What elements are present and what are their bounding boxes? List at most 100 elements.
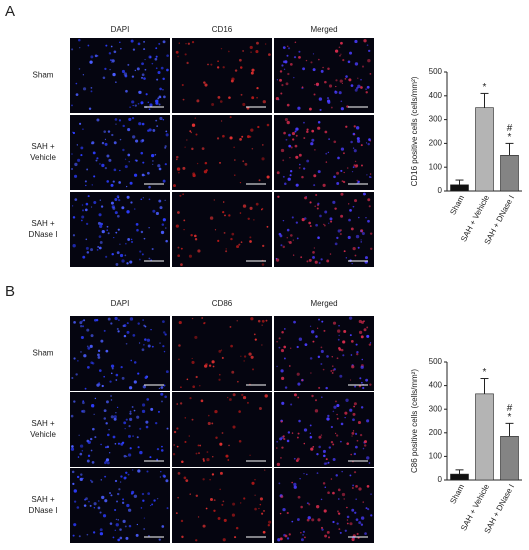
cell-signal xyxy=(255,50,259,54)
cell-signal xyxy=(100,222,103,226)
cell-signal xyxy=(366,326,369,329)
bar xyxy=(475,107,494,192)
cell-signal xyxy=(126,330,130,334)
cell-signal xyxy=(317,236,320,239)
cell-signal xyxy=(352,418,355,422)
cell-signal xyxy=(340,348,344,352)
cell-signal xyxy=(211,473,215,476)
cell-signal xyxy=(213,509,216,512)
cell-signal xyxy=(97,245,100,248)
cell-signal xyxy=(254,478,256,481)
cell-signal xyxy=(141,76,143,79)
cell-signal xyxy=(302,533,304,536)
cell-signal xyxy=(157,97,160,100)
cell-signal xyxy=(303,442,306,445)
cell-signal xyxy=(201,147,205,151)
cell-signal xyxy=(127,128,131,132)
cell-signal xyxy=(365,216,367,219)
cell-signal xyxy=(362,447,365,450)
cell-signal xyxy=(177,496,179,499)
cell-signal xyxy=(142,403,146,407)
cell-signal xyxy=(158,103,161,106)
cell-signal xyxy=(116,251,120,255)
cell-signal xyxy=(151,153,155,158)
cell-signal xyxy=(119,243,121,245)
cell-signal xyxy=(137,469,141,473)
cell-signal xyxy=(251,68,255,72)
cell-signal xyxy=(295,155,299,159)
cell-signal xyxy=(355,498,357,501)
cell-signal xyxy=(240,355,242,357)
cell-signal xyxy=(281,446,284,449)
cell-signal xyxy=(159,476,161,478)
micrograph-signal xyxy=(71,195,168,266)
cell-signal xyxy=(100,339,104,343)
cell-signal xyxy=(267,524,271,527)
cell-signal xyxy=(93,413,95,415)
cell-signal xyxy=(318,262,321,265)
cell-signal xyxy=(283,68,286,70)
cell-signal xyxy=(146,398,150,401)
cell-signal xyxy=(140,198,143,201)
cell-signal xyxy=(331,372,334,374)
cell-signal xyxy=(254,507,257,511)
cell-signal xyxy=(351,508,355,512)
cell-signal xyxy=(110,201,114,205)
cell-signal xyxy=(130,240,134,244)
cell-signal xyxy=(349,51,353,55)
cell-signal xyxy=(135,222,139,226)
cell-signal xyxy=(97,506,101,510)
cell-signal xyxy=(284,118,288,122)
cell-signal xyxy=(346,515,350,519)
cell-signal xyxy=(127,453,132,457)
cell-signal xyxy=(335,85,337,88)
cell-signal xyxy=(349,379,352,381)
cell-signal xyxy=(345,75,348,78)
cell-signal xyxy=(159,116,163,121)
cell-signal xyxy=(337,338,340,341)
micrograph xyxy=(172,392,272,467)
cell-signal xyxy=(367,219,370,223)
cell-signal xyxy=(198,452,200,454)
cell-signal xyxy=(129,260,133,264)
cell-signal xyxy=(280,92,283,95)
cell-signal xyxy=(92,151,96,155)
cell-signal xyxy=(312,255,315,259)
cell-signal xyxy=(104,167,108,170)
cell-signal xyxy=(354,254,357,257)
cell-signal xyxy=(275,258,280,262)
cell-signal xyxy=(256,87,259,90)
cell-signal xyxy=(86,533,89,536)
cell-signal xyxy=(279,70,283,73)
cell-signal xyxy=(131,100,135,104)
y-tick-label: 400 xyxy=(429,381,443,390)
cell-signal xyxy=(176,403,178,405)
y-tick-label: 500 xyxy=(429,67,443,76)
cell-signal xyxy=(96,157,99,160)
cell-signal xyxy=(116,406,119,409)
cell-signal xyxy=(101,495,105,500)
cell-signal xyxy=(165,133,169,137)
cell-signal xyxy=(334,90,337,93)
cell-signal xyxy=(354,511,357,514)
column-header: CD86 xyxy=(212,299,233,308)
cell-signal xyxy=(225,248,227,250)
cell-signal xyxy=(84,208,88,212)
cell-signal xyxy=(227,50,230,53)
cell-signal xyxy=(72,216,76,219)
cell-signal xyxy=(194,117,196,119)
cell-signal xyxy=(286,537,290,540)
cell-signal xyxy=(298,337,303,341)
cell-signal xyxy=(261,144,264,146)
cell-signal xyxy=(78,38,81,42)
cell-signal xyxy=(321,320,324,323)
cell-signal xyxy=(188,254,192,258)
micrograph-signal xyxy=(275,192,373,265)
cell-signal xyxy=(176,445,179,448)
cell-signal xyxy=(91,184,93,186)
cell-signal xyxy=(309,435,313,439)
y-tick-label: 300 xyxy=(429,404,443,413)
cell-signal xyxy=(88,500,90,503)
cell-signal xyxy=(79,321,83,325)
cell-signal xyxy=(219,488,221,491)
